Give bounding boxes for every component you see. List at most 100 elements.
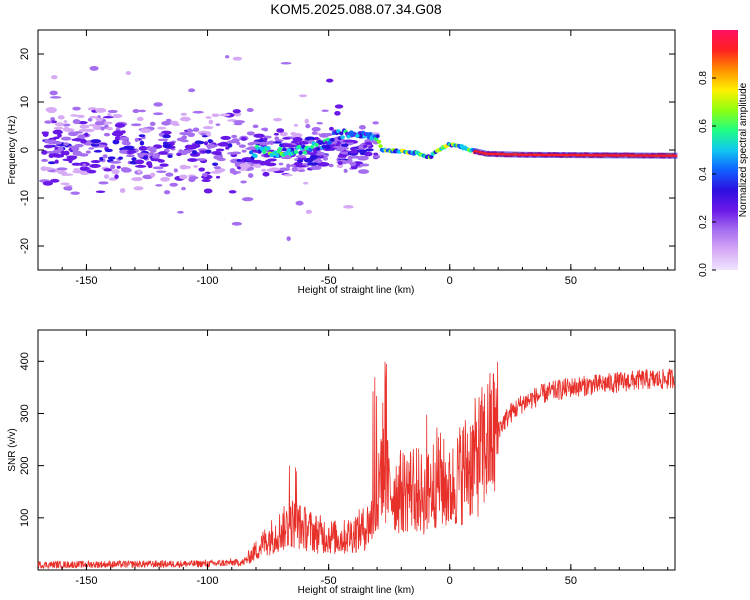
spectrogram-cell <box>358 169 370 174</box>
spectrogram-cell <box>232 109 241 114</box>
spectrogram-cell <box>240 180 247 184</box>
spectrogram-cell <box>136 177 142 182</box>
spectrogram-cell <box>305 123 311 129</box>
spectrogram-cell <box>180 112 187 116</box>
spectrogram-cell <box>194 140 203 145</box>
spectrogram-cell <box>232 56 243 61</box>
spectrogram-cell <box>125 154 135 158</box>
spectrogram-cell <box>57 146 64 151</box>
spectrogram-cell <box>187 128 193 133</box>
spectrogram-cell <box>133 186 144 191</box>
spectrogram-cell <box>51 75 58 80</box>
spectrogram-cell <box>592 154 596 157</box>
spectrogram-cell <box>92 125 103 131</box>
spectrogram-cell <box>483 152 487 155</box>
spectrogram-cell <box>253 153 258 158</box>
spectrogram-cell <box>210 171 222 174</box>
colorbar-tick-label: 0.6 <box>698 119 709 133</box>
figure-title: KOM5.2025.088.07.34.G08 <box>270 1 441 17</box>
snr-panel: -150 -100 -50 0 50 100 200 300 400 Height of str… <box>7 329 676 596</box>
spectrogram-cell <box>655 154 659 157</box>
spectrogram-cell <box>253 133 265 138</box>
spectrogram-cell <box>95 107 107 113</box>
spectrogram-cell <box>246 131 255 136</box>
spectrogram-cell <box>619 154 622 157</box>
spectrogram-cell <box>233 112 242 117</box>
spectrogram-cell <box>121 167 132 173</box>
spectrogram-cell <box>306 162 319 166</box>
spectrogram-cell <box>295 200 304 206</box>
spectrogram-cell <box>180 139 189 143</box>
spectrogram-cell <box>298 94 308 98</box>
spectrogram-cell <box>63 150 70 156</box>
spectrogram-cell <box>215 175 221 179</box>
spectrogram-cell <box>90 160 101 164</box>
snr-x-tick-label: 0 <box>447 575 453 587</box>
spectrogram-cell <box>101 119 107 122</box>
spectrogram-cell <box>181 149 187 155</box>
spectrogram-cell <box>607 154 610 157</box>
spectrogram-x-tick-label: -100 <box>197 275 219 287</box>
spectrogram-cell <box>125 70 132 76</box>
spectrogram-cell <box>318 140 324 145</box>
spectrogram-y-tick-label: 0 <box>19 147 31 153</box>
spectrogram-cell <box>193 165 198 168</box>
spectrogram-cell <box>50 178 60 183</box>
spectrogram-cell <box>612 154 615 157</box>
spectrogram-cell <box>146 161 153 167</box>
spectrogram-cell <box>213 166 222 170</box>
spectrogram-cell <box>177 210 184 214</box>
spectrogram-cell <box>263 137 268 142</box>
spectrogram-cell <box>643 154 647 157</box>
spectrogram-cell <box>317 161 330 167</box>
spectrogram-cell <box>295 155 307 158</box>
spectrogram-cell <box>165 172 174 177</box>
spectrogram-cell <box>98 181 109 185</box>
spectrogram-cell <box>321 109 329 112</box>
spectrogram-cell <box>580 154 584 157</box>
spectrogram-cell <box>519 153 523 156</box>
spectrogram-cell <box>131 157 137 162</box>
snr-x-tick-label: -100 <box>197 575 219 587</box>
spectrogram-cell <box>334 110 341 116</box>
spectrogram-cell <box>176 152 182 157</box>
spectrogram-cell <box>85 150 91 154</box>
spectrogram-cell <box>309 155 319 160</box>
spectrogram-cell <box>328 163 334 168</box>
spectrogram-cell <box>314 142 319 147</box>
spectrogram-cell <box>236 159 243 162</box>
spectrogram-cell <box>72 148 77 153</box>
spectrogram-cell <box>626 154 630 157</box>
spectrogram-cell <box>527 153 530 156</box>
spectrogram-cell <box>165 118 172 123</box>
spectrogram-cell <box>216 157 226 162</box>
snr-y-tick-label: 100 <box>19 509 31 527</box>
spectrogram-cell <box>349 150 359 154</box>
spectrogram-cell <box>293 123 299 127</box>
spectrogram-cell <box>106 126 113 131</box>
spectrogram-cell <box>631 154 634 157</box>
spectrogram-cell <box>539 153 542 156</box>
spectrogram-cell <box>304 118 310 124</box>
spectrogram-cell <box>239 163 252 168</box>
spectrogram-cell <box>103 168 113 172</box>
spectrogram-cell <box>275 153 280 158</box>
spectrogram-cell <box>365 148 374 152</box>
spectrogram-cell <box>616 154 620 157</box>
spectrogram-cell <box>310 165 322 170</box>
spectrogram-cell <box>575 154 579 157</box>
spectrogram-cell <box>274 136 280 141</box>
spectrogram-cell <box>337 154 348 158</box>
spectrogram-cell <box>529 153 533 156</box>
spectrogram-cell <box>226 140 239 144</box>
spectrogram-cell <box>228 190 237 194</box>
spectrogram-cell <box>293 150 299 155</box>
spectrogram-cell <box>261 168 267 172</box>
spectrogram-cell <box>215 123 221 126</box>
spectrogram-cell <box>595 154 598 157</box>
spectrogram-cell <box>52 129 63 135</box>
spectrogram-cell <box>372 121 379 125</box>
spectrogram-cell <box>109 160 122 164</box>
spectrogram-cell <box>95 190 106 193</box>
